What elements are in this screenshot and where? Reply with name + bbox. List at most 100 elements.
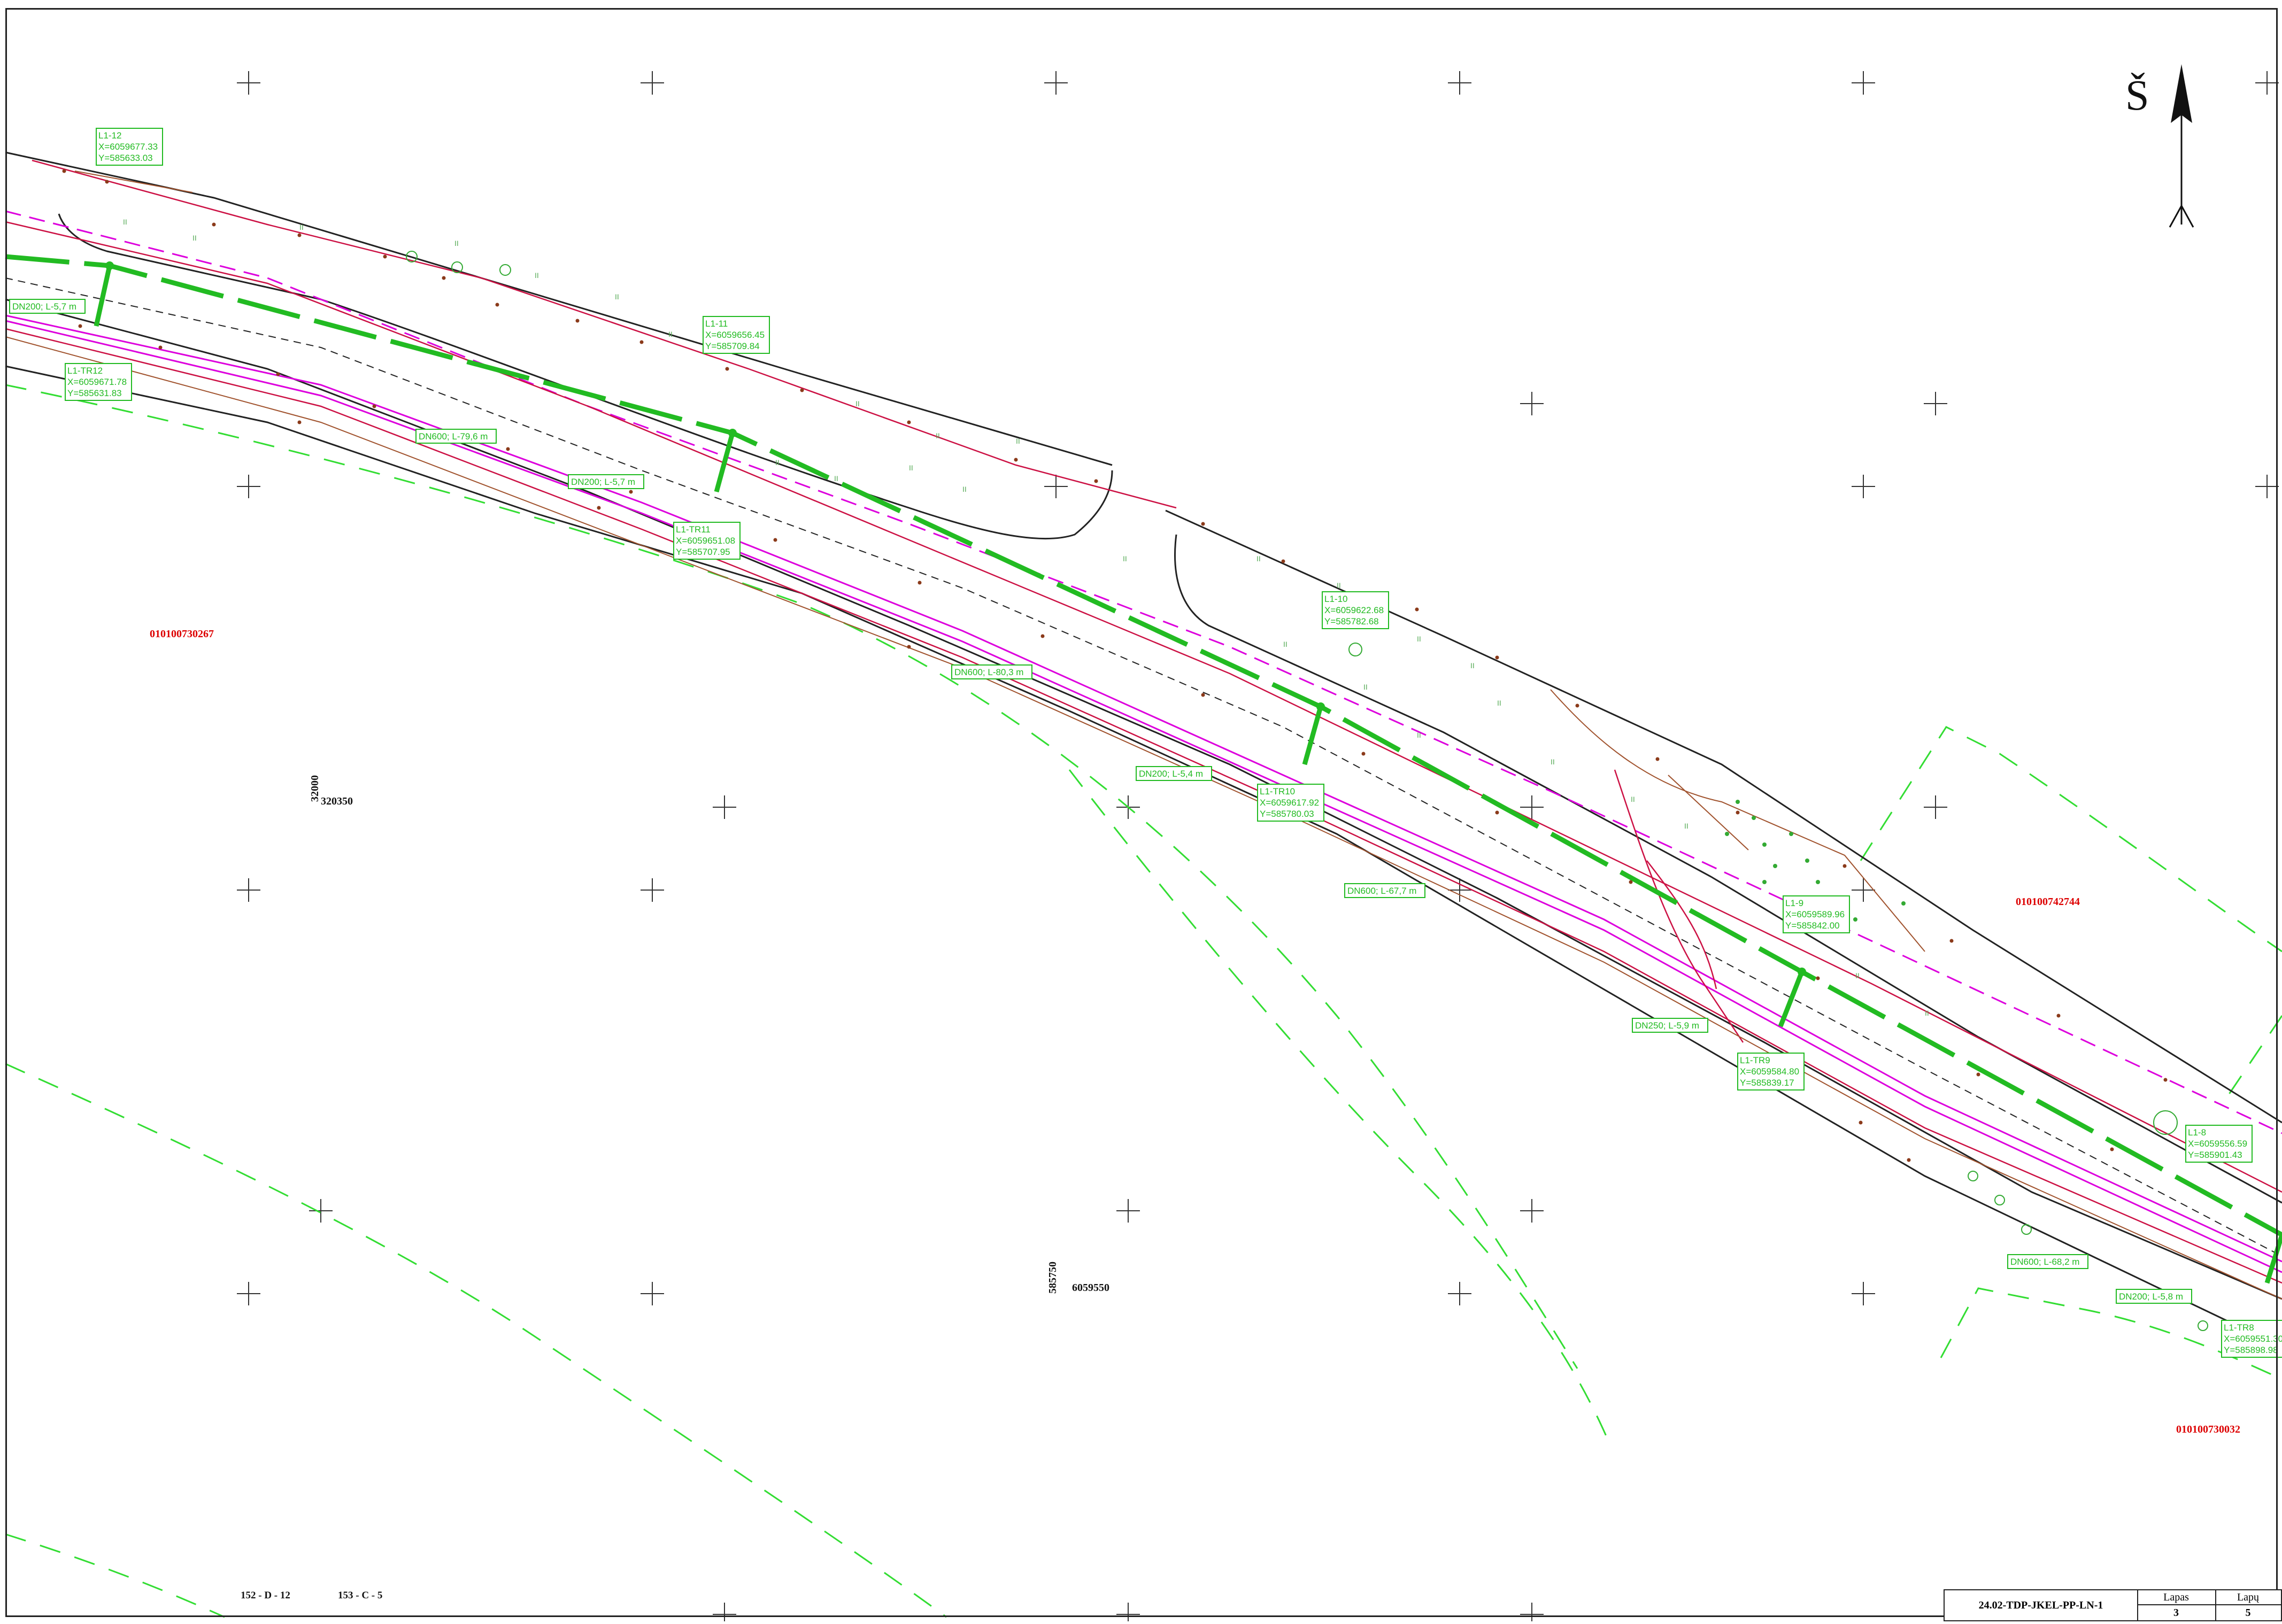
node-label-line: Y=585631.83	[67, 388, 122, 398]
node-label-line: L1-TR12	[67, 366, 103, 376]
spot-height	[1282, 560, 1285, 563]
node-label-line: X=6059656.45	[705, 330, 765, 340]
grass-mark: II	[192, 234, 197, 242]
spot-height	[1415, 608, 1419, 612]
branch-tr8	[2267, 1235, 2282, 1283]
spot-height	[907, 421, 911, 424]
node-label: L1-9X=6059589.96Y=585842.00	[1783, 896, 1849, 933]
spot-height	[1201, 522, 1205, 526]
node-label-line: Y=585901.43	[2188, 1150, 2242, 1160]
grass-mark: II	[834, 474, 838, 483]
spot-height	[640, 341, 644, 344]
spot-height	[1859, 1121, 1863, 1125]
boundary-parcel-744b	[2224, 1016, 2282, 1101]
node-label-line: L1-9	[1785, 898, 1803, 908]
node-label-line: Y=585782.68	[1324, 616, 1379, 627]
spot-height	[918, 581, 922, 585]
grass-mark: II	[775, 458, 780, 467]
grass-mark: II	[1497, 699, 1501, 707]
spot-height	[1495, 811, 1499, 815]
grass-mark: II	[1925, 1009, 1929, 1017]
pipe-label: DN600; L-68,2 m	[2008, 1255, 2088, 1269]
pipe-label: DN250; L-5,9 m	[1632, 1018, 1708, 1032]
grass-mark: II	[1551, 757, 1555, 766]
spot-height	[79, 324, 82, 328]
grass-mark: II	[615, 292, 619, 301]
spot-height	[1201, 693, 1205, 697]
spot-height	[774, 538, 777, 542]
grass-mark: II	[1417, 731, 1421, 739]
node-label: L1-10X=6059622.68Y=585782.68	[1322, 592, 1389, 629]
parcel-id: 010100742744	[2016, 896, 2080, 908]
branch-tr9	[1780, 972, 1802, 1026]
node-label-line: Y=585709.84	[705, 341, 760, 351]
branch-tr12	[96, 266, 110, 326]
spot-height	[276, 373, 280, 376]
node-label-line: L1-10	[1324, 594, 1347, 604]
boundary-lower	[5, 1534, 225, 1617]
node-label-line: L1-TR11	[676, 524, 711, 535]
node-label-line: X=6059556.59	[2188, 1139, 2247, 1149]
pipe-label: DN600; L-67,7 m	[1345, 884, 1425, 898]
pipe-label: DN600; L-79,6 m	[416, 429, 496, 443]
grid-label-vertical: 32000	[309, 775, 321, 802]
grass-mark: II	[454, 239, 459, 248]
boundary-left	[5, 1064, 946, 1617]
spot-height	[1977, 1073, 1980, 1077]
grass-mark: II	[1470, 661, 1475, 670]
spot-height	[1950, 939, 1954, 943]
grid-crosses	[237, 71, 2279, 1621]
spot-height	[726, 367, 729, 371]
node-label-line: X=6059677.33	[98, 142, 158, 152]
parcel-id: 010100730267	[150, 628, 214, 640]
spot-height	[1816, 977, 1820, 980]
sheet-ref: 152 - D - 12	[241, 1590, 290, 1601]
pipe-label-text: DN200; L-5,4 m	[1139, 769, 1203, 779]
node-label-line: L1-8	[2188, 1127, 2206, 1138]
grass-mark: II	[668, 330, 673, 338]
spot-height	[1656, 757, 1660, 761]
sheets-cell: Lapų 5	[2215, 1590, 2281, 1620]
pipe-label: DN200; L-5,7 m	[568, 475, 644, 489]
grass-marks: IIIIIIIIIIIIIIIIIIIIIIIIIIIIIIIIIIIIIIII…	[123, 218, 1929, 1017]
road-edge-south	[5, 366, 2282, 1347]
node-labels: L1-12X=6059677.33Y=585633.03L1-11X=60596…	[65, 128, 2282, 1357]
spot-height	[442, 276, 446, 280]
spot-height	[1736, 811, 1740, 815]
grass-mark: II	[962, 485, 967, 493]
spot-height	[63, 169, 66, 173]
spot-height	[2164, 1078, 2168, 1082]
node-label-line: Y=585839.17	[1740, 1078, 1794, 1088]
spot-height	[597, 506, 601, 510]
spot-height	[2110, 1148, 2114, 1151]
node-label-line: Y=585707.95	[676, 547, 730, 557]
pipe-label: DN200; L-5,4 m	[1136, 767, 1212, 780]
node-label-line: L1-11	[705, 319, 728, 329]
branch-tr10	[1305, 707, 1321, 764]
spot-height	[1629, 880, 1633, 884]
pipe-label-text: DN200; L-5,8 m	[2119, 1292, 2183, 1302]
spot-height	[1907, 1158, 1911, 1162]
north-arrow: Š	[2125, 64, 2193, 227]
spot-height	[907, 645, 911, 649]
spot-height	[1576, 704, 1579, 708]
boundary-mid	[1069, 770, 1609, 1443]
spot-height	[1041, 635, 1045, 638]
node-label-line: L1-12	[98, 130, 121, 141]
spot-height	[506, 447, 510, 451]
spot-height	[2057, 1014, 2061, 1018]
pipe-label-text: DN200; L-5,7 m	[12, 301, 76, 312]
node-label-line: X=6059589.96	[1785, 909, 1845, 919]
grass-mark: II	[909, 463, 913, 472]
grid-label-vertical: 585750	[1047, 1262, 1059, 1294]
node-label: L1-8X=6059556.59Y=585901.43	[2186, 1125, 2252, 1162]
spot-height	[373, 405, 376, 408]
pipe-label: DN600; L-80,3 m	[952, 665, 1032, 679]
node-label-line: X=6059671.78	[67, 377, 127, 387]
node-label-line: L1-TR10	[1260, 786, 1295, 796]
